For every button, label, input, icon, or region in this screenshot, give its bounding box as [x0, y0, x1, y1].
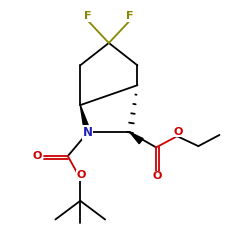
Text: F: F — [84, 11, 92, 21]
Text: O: O — [174, 127, 183, 137]
Text: O: O — [153, 172, 162, 181]
Text: N: N — [83, 126, 93, 139]
Text: O: O — [32, 151, 42, 161]
Polygon shape — [80, 105, 91, 133]
Text: O: O — [77, 170, 86, 180]
Polygon shape — [130, 132, 143, 144]
Text: F: F — [126, 11, 134, 21]
